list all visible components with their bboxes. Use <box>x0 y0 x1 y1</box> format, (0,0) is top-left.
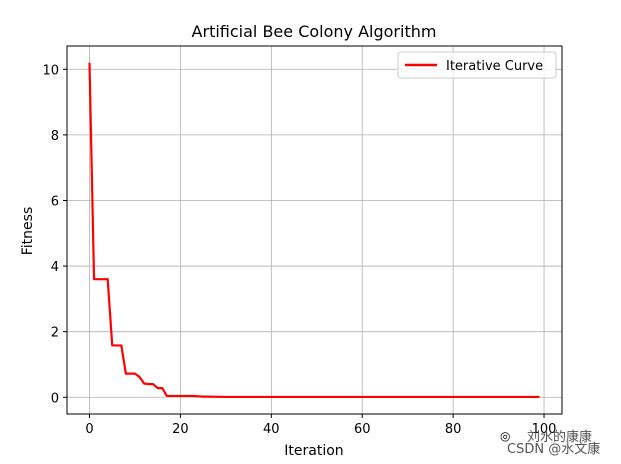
legend-box <box>397 51 557 79</box>
x-axis-label: Iteration <box>284 443 343 459</box>
watermark-line2: CSDN @水文康 <box>507 441 600 457</box>
y-tick-label: 8 <box>51 129 59 144</box>
x-tick-label: 0 <box>85 422 93 437</box>
x-tick-label: 20 <box>172 422 189 437</box>
x-tick-label: 60 <box>354 422 371 437</box>
x-tick-label: 40 <box>263 422 280 437</box>
grid <box>67 46 562 414</box>
legend-label: Iterative Curve <box>446 59 543 74</box>
x-tick-label: 80 <box>445 422 462 437</box>
axis-ticks: 0 20 40 60 80 100 0 2 4 6 8 10 <box>42 63 556 437</box>
y-tick-label: 6 <box>51 194 59 209</box>
watermark-icon: ◎ <box>500 429 510 443</box>
plot-area-frame <box>66 45 563 415</box>
watermark: ◎ 刘水的康康 CSDN @水文康 <box>500 429 600 457</box>
y-tick-label: 10 <box>42 63 59 78</box>
watermark-line1: 刘水的康康 <box>527 429 592 445</box>
chart-title: Artificial Bee Colony Algorithm <box>192 22 437 41</box>
y-tick-label: 4 <box>51 260 59 275</box>
x-tick-label: 100 <box>532 422 557 437</box>
series-lines <box>88 62 540 399</box>
legend: Iterative Curve <box>397 51 557 79</box>
series-line-iterative-curve <box>88 62 540 399</box>
y-tick-label: 2 <box>51 326 59 341</box>
y-tick-label: 0 <box>51 391 59 406</box>
y-axis-label: Fitness <box>20 207 36 256</box>
